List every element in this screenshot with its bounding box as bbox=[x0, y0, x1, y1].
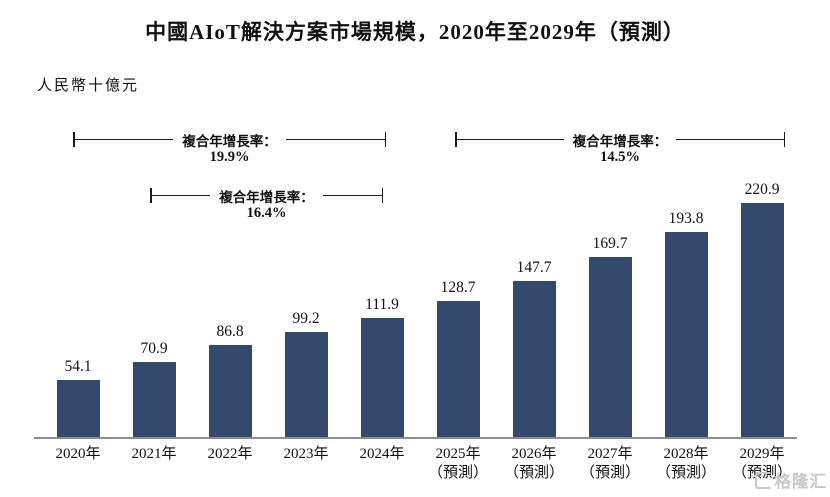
bar-value-label: 86.8 bbox=[216, 323, 244, 340]
x-axis-tick-label: 2025年 （預測） bbox=[427, 446, 488, 481]
bar-column: 220.9 bbox=[724, 177, 800, 437]
bar bbox=[360, 318, 404, 437]
bracket-line-left bbox=[151, 194, 211, 197]
bar-value-label: 169.7 bbox=[592, 235, 628, 252]
bar bbox=[740, 203, 784, 437]
bar-column: 111.9 bbox=[344, 177, 420, 437]
bar-value-label: 54.1 bbox=[64, 358, 92, 375]
x-axis-line bbox=[34, 437, 797, 439]
bar bbox=[208, 345, 252, 437]
bar-column: 99.2 bbox=[268, 177, 344, 437]
bar-value-label: 193.8 bbox=[668, 210, 704, 227]
bar bbox=[588, 257, 632, 437]
x-axis-tick-label: 2024年 bbox=[359, 446, 405, 462]
x-axis-tick-label: 2021年 bbox=[131, 446, 177, 462]
bar-chart-plot: 54.1 70.9 86.8 99.2 111.9 128.7 147.7 169.7 193.… bbox=[40, 177, 800, 437]
bar-column: 128.7 bbox=[420, 177, 496, 437]
bracket-line-left bbox=[456, 138, 564, 141]
bracket-right-tick bbox=[783, 132, 785, 147]
bracket-left-tick bbox=[150, 188, 152, 203]
cagr-label: 複合年增長率： bbox=[182, 133, 277, 149]
bar bbox=[512, 281, 556, 437]
x-axis-tick-label: 2022年 bbox=[207, 446, 253, 462]
cagr-value: 16.4% bbox=[246, 205, 287, 221]
bracket-left-tick bbox=[73, 132, 75, 147]
bar-value-label: 99.2 bbox=[292, 310, 320, 327]
cagr-bracket-line: 複合年增長率： bbox=[150, 187, 383, 205]
bar bbox=[284, 332, 328, 437]
cagr-annotation-2025-2029: 複合年增長率： 14.5% bbox=[455, 131, 785, 166]
x-axis-tick-label: 2023年 bbox=[283, 446, 329, 462]
cagr-bracket-line: 複合年增長率： bbox=[73, 131, 386, 149]
x-axis-tick-label: 2020年 bbox=[55, 446, 101, 462]
chart-title: 中國AIoT解決方案市場規模，2020年至2029年（預測） bbox=[145, 20, 685, 44]
bar-value-label: 128.7 bbox=[440, 279, 476, 296]
cagr-annotation-2020-2024: 複合年增長率： 19.9% bbox=[73, 131, 386, 166]
cagr-label: 複合年增長率： bbox=[219, 189, 314, 205]
watermark-gelonghui: 格隆汇 bbox=[754, 468, 828, 492]
bar-value-label: 111.9 bbox=[365, 296, 399, 313]
x-axis-tick-label: 2026年 （預測） bbox=[503, 446, 564, 481]
bar-column: 169.7 bbox=[572, 177, 648, 437]
cagr-value: 19.9% bbox=[209, 149, 250, 165]
bracket-right-tick bbox=[381, 188, 383, 203]
x-axis-tick-label: 2028年 （預測） bbox=[655, 446, 716, 481]
bar bbox=[436, 301, 480, 437]
bar-value-label: 220.9 bbox=[744, 181, 780, 198]
bracket-line-right bbox=[676, 138, 784, 141]
bar-column: 70.9 bbox=[116, 177, 192, 437]
cagr-annotation-2021-2024: 複合年增長率： 16.4% bbox=[150, 187, 383, 222]
cagr-value: 14.5% bbox=[600, 149, 640, 165]
watermark-text: 格隆汇 bbox=[774, 473, 827, 491]
gelonghui-logo-icon bbox=[754, 471, 772, 489]
cagr-label: 複合年增長率： bbox=[572, 133, 668, 149]
x-axis-labels: 2020年 2021年 2022年 2023年 2024年 2025年 （預測） 2026年（… bbox=[40, 445, 800, 483]
x-axis-tick-label: 2027年 （預測） bbox=[579, 446, 640, 481]
y-axis-unit-label: 人民幣十億元 bbox=[37, 78, 140, 94]
bracket-line-left bbox=[74, 138, 174, 141]
bar bbox=[56, 380, 100, 437]
bracket-line-right bbox=[285, 138, 385, 141]
cagr-bracket-line: 複合年增長率： bbox=[455, 131, 785, 149]
bar bbox=[664, 232, 708, 437]
bar-column: 147.7 bbox=[496, 177, 572, 437]
bar-value-label: 70.9 bbox=[140, 340, 168, 357]
bar-column: 86.8 bbox=[192, 177, 268, 437]
bar-column: 193.8 bbox=[648, 177, 724, 437]
bar-value-label: 147.7 bbox=[516, 259, 552, 276]
bar-column: 54.1 bbox=[40, 177, 116, 437]
bracket-line-right bbox=[322, 194, 382, 197]
bracket-left-tick bbox=[455, 132, 457, 147]
bar bbox=[132, 362, 176, 437]
bracket-right-tick bbox=[384, 132, 386, 147]
